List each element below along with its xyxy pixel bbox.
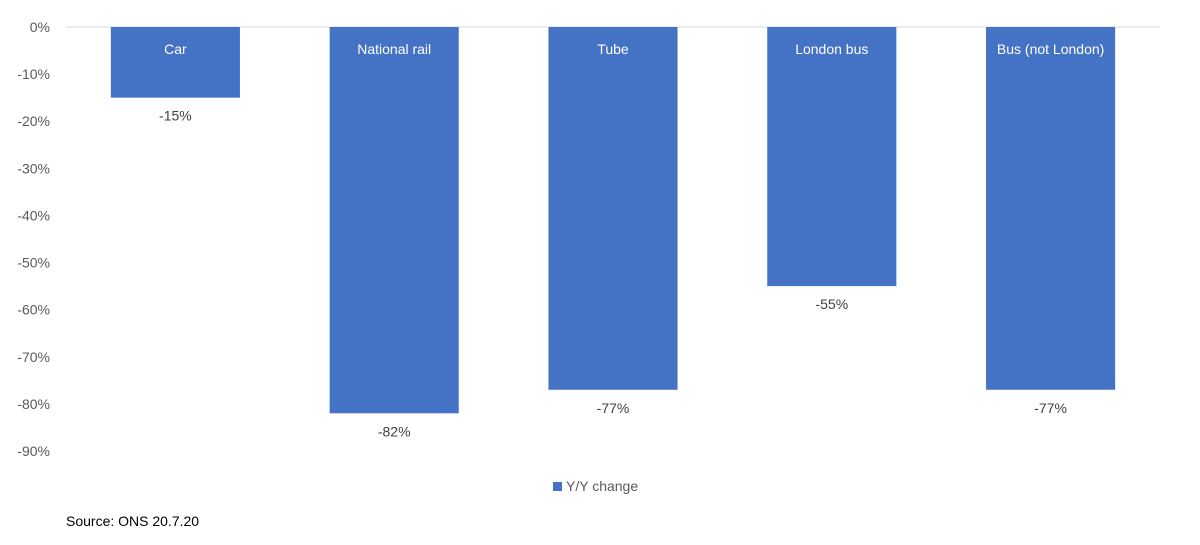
bar <box>767 27 897 287</box>
legend-label: Y/Y change <box>566 478 639 494</box>
source-note: Source: ONS 20.7.20 <box>66 513 200 529</box>
category-label: Bus (not London) <box>997 41 1104 57</box>
y-tick-label: -70% <box>17 349 50 365</box>
category-label: Tube <box>597 41 629 57</box>
y-tick-label: -30% <box>17 160 50 176</box>
bar <box>986 27 1116 390</box>
data-label: -82% <box>378 423 411 439</box>
y-tick-label: -40% <box>17 207 50 223</box>
y-tick-label: -50% <box>17 255 50 271</box>
y-tick-label: -90% <box>17 443 50 459</box>
legend-swatch <box>553 481 562 491</box>
bar <box>329 27 459 414</box>
y-tick-label: -60% <box>17 302 50 318</box>
y-tick-label: 0% <box>30 19 50 35</box>
data-label: -55% <box>815 296 848 312</box>
y-tick-label: -10% <box>17 66 50 82</box>
category-label: National rail <box>357 41 431 57</box>
legend: Y/Y change <box>553 478 638 494</box>
y-tick-label: -20% <box>17 113 50 129</box>
bar <box>110 27 240 98</box>
bar <box>548 27 678 390</box>
data-label: -77% <box>597 400 630 416</box>
bar-chart: 0% -10% -20% -30% -40% -50% -60% -70% -80% -90% Ca… <box>17 19 1160 459</box>
y-tick-label: -80% <box>17 396 50 412</box>
category-label: London bus <box>795 41 868 57</box>
category-label: Car <box>164 41 187 57</box>
data-label: -15% <box>159 108 192 124</box>
data-label: -77% <box>1034 400 1067 416</box>
